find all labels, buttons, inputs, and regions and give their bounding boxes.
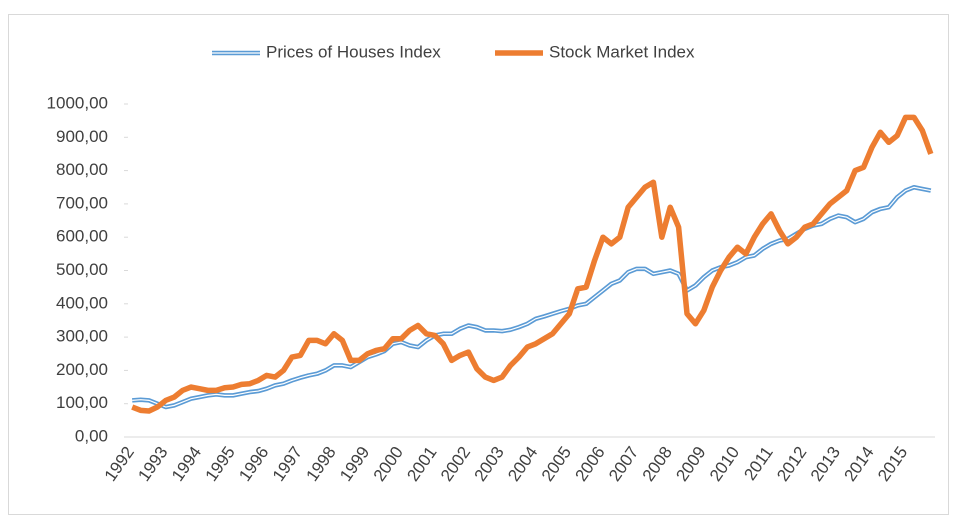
y-tick-label: 100,00 (56, 393, 108, 412)
y-tick-label: 400,00 (56, 293, 108, 312)
line (131, 114, 934, 414)
y-tick-label: 0,00 (75, 426, 108, 445)
chart-border (8, 14, 949, 515)
legend-label: Prices of Houses Index (266, 42, 441, 61)
y-tick-label: 1000,00 (47, 93, 108, 112)
y-tick-label: 700,00 (56, 193, 108, 212)
y-tick-label: 300,00 (56, 327, 108, 346)
y-tick-label: 200,00 (56, 360, 108, 379)
y-tick-label: 600,00 (56, 227, 108, 246)
y-tick-label: 500,00 (56, 260, 108, 279)
legend-label: Stock Market Index (549, 42, 695, 61)
y-tick-label: 800,00 (56, 160, 108, 179)
y-tick-label: 900,00 (56, 127, 108, 146)
